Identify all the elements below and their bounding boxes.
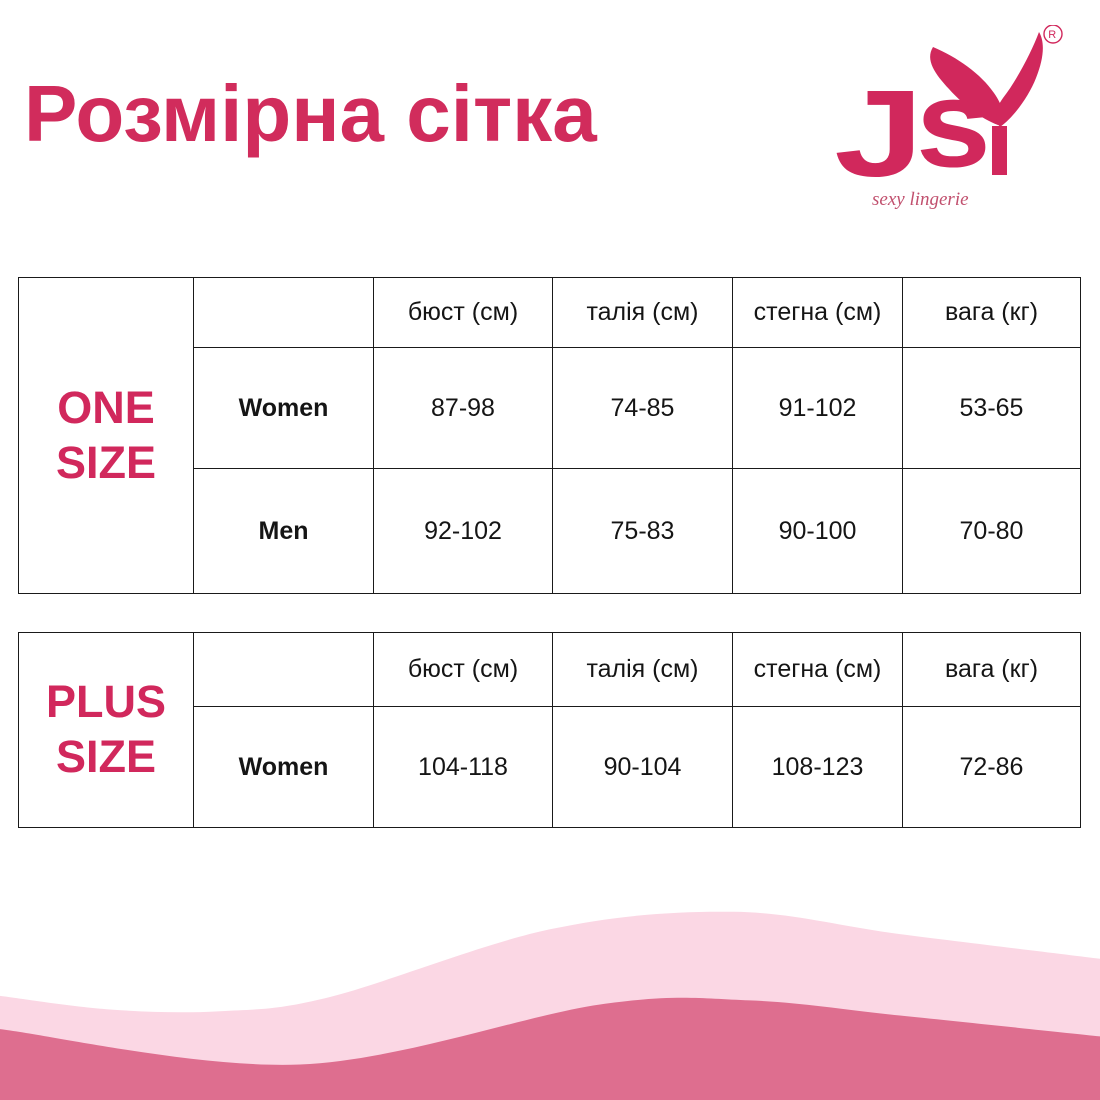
svg-text:J: J xyxy=(835,65,924,202)
svg-text:sexy lingerie: sexy lingerie xyxy=(872,189,969,210)
svg-text:R: R xyxy=(1048,29,1056,41)
svg-text:s: s xyxy=(916,55,991,193)
